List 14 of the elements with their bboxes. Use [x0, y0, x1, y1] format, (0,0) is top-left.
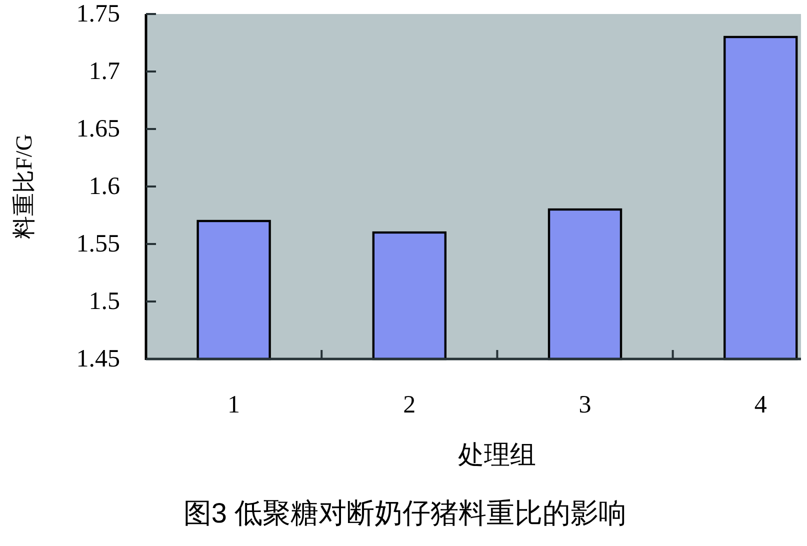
x-tick-label: 1	[228, 392, 240, 418]
x-tick-label: 2	[403, 392, 416, 418]
y-tick-label: 1.65	[76, 116, 120, 142]
y-tick-label: 1.5	[88, 288, 120, 315]
y-tick-label: 1.7	[88, 58, 120, 85]
y-tick-label: 1.6	[88, 173, 120, 200]
y-tick-label: 1.75	[76, 0, 120, 28]
x-tick-label: 4	[754, 392, 768, 418]
y-tick-label: 1.45	[76, 346, 120, 372]
x-axis-title: 处理组	[458, 440, 536, 470]
y-axis-title: 料重比F/G	[12, 134, 36, 239]
text: 图3 低聚糖对断奶仔猪料重比的影响	[183, 498, 627, 528]
x-tick-label: 3	[578, 392, 592, 418]
y-tick-label: 1.55	[76, 230, 120, 258]
